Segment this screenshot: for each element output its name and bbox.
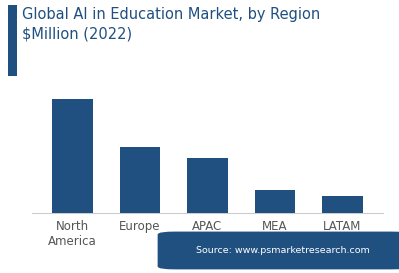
Bar (255, 190, 295, 213)
Bar (120, 147, 160, 213)
Bar (322, 196, 363, 213)
Text: Global AI in Education Market, by Region
$Million (2022): Global AI in Education Market, by Region… (22, 7, 320, 41)
FancyBboxPatch shape (158, 232, 399, 269)
Text: Source: www.psmarketresearch.com: Source: www.psmarketresearch.com (196, 246, 370, 255)
Bar (187, 158, 228, 213)
Bar (52, 99, 93, 213)
